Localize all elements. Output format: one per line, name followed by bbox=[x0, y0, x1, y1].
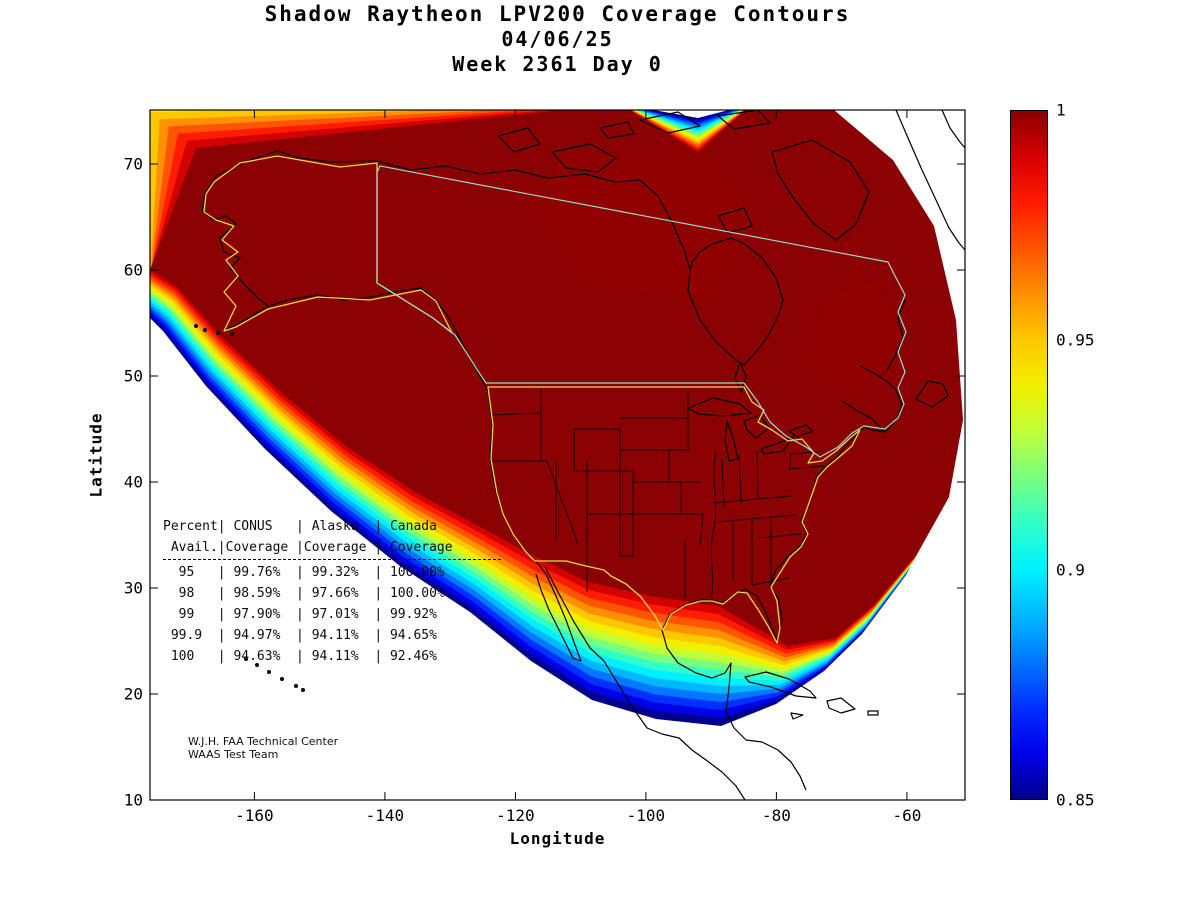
colorbar-gradient bbox=[1010, 110, 1048, 800]
figure-title-line3: Week 2361 Day 0 bbox=[452, 52, 663, 76]
colorbar-tick-label: 0.85 bbox=[1056, 790, 1095, 810]
x-tick-label: -120 bbox=[496, 806, 535, 825]
y-tick-label: 20 bbox=[123, 684, 143, 704]
table-divider bbox=[163, 559, 501, 560]
coverage-table-line: Avail.|Coverage |Coverage | Coverage bbox=[163, 540, 453, 555]
y-tick-label: 40 bbox=[123, 472, 143, 492]
coverage-table-line: Percent| CONUS | Alaska | Canada bbox=[163, 519, 437, 534]
figure-title-line2: 04/06/25 bbox=[501, 27, 614, 51]
x-tick-label: -60 bbox=[892, 806, 922, 825]
y-tick-label: 50 bbox=[123, 366, 143, 386]
x-tick-label: -100 bbox=[626, 806, 666, 825]
y-tick-label: 30 bbox=[123, 578, 143, 598]
x-tick-label: -140 bbox=[365, 806, 405, 825]
y-axis-label: Latitude bbox=[86, 412, 106, 498]
colorbar-tick-label: 1 bbox=[1056, 100, 1066, 120]
x-tick-label: -80 bbox=[761, 806, 791, 825]
x-axis-label: Longitude bbox=[509, 829, 606, 848]
coverage-table-line: 99.9 | 94.97% | 94.11% | 94.65% bbox=[163, 628, 437, 643]
colorbar-tick-label: 0.9 bbox=[1056, 560, 1085, 580]
y-tick-label: 10 bbox=[123, 790, 143, 810]
y-tick-label: 70 bbox=[123, 154, 143, 174]
credit-line2: WAAS Test Team bbox=[188, 748, 279, 761]
coverage-table-line: 99 | 97.90% | 97.01% | 99.92% bbox=[163, 607, 437, 622]
x-tick-label: -160 bbox=[235, 806, 274, 825]
coverage-table-line: 100 | 94.63% | 94.11% | 92.46% bbox=[163, 649, 437, 664]
colorbar-tick-label: 0.95 bbox=[1056, 330, 1095, 350]
coverage-table-line: 95 | 99.76% | 99.32% | 100.00% bbox=[163, 565, 445, 580]
credit-block: W.J.H. FAA Technical Center WAAS Test Te… bbox=[188, 735, 338, 761]
y-tick-label: 60 bbox=[123, 260, 143, 280]
credit-line1: W.J.H. FAA Technical Center bbox=[188, 735, 339, 748]
figure-title-line1: Shadow Raytheon LPV200 Coverage Contours bbox=[264, 2, 851, 26]
coverage-table-line: 98 | 98.59% | 97.66% | 100.00% bbox=[163, 586, 445, 601]
coverage-table: Percent| CONUS | Alaska | Canada Avail.|… bbox=[163, 516, 501, 667]
